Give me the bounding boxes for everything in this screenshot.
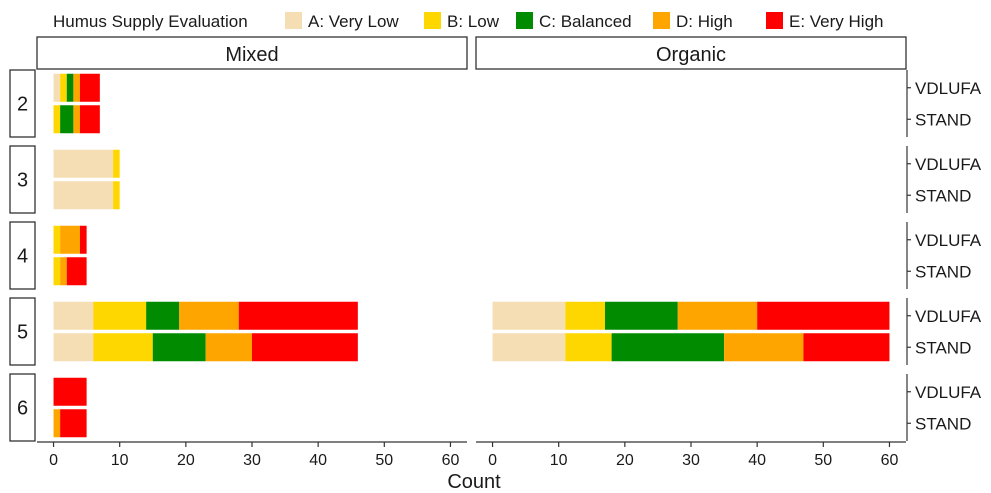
bar-segment — [53, 333, 94, 362]
facet-strip-label: 5 — [17, 322, 28, 344]
bar-segment — [53, 149, 114, 178]
bar-segment — [73, 73, 80, 102]
legend-label: B: Low — [447, 12, 500, 31]
bar-segment — [724, 333, 804, 362]
bar-segment — [113, 149, 120, 178]
y-tick-label: STAND — [915, 414, 971, 433]
bar-segment — [73, 105, 80, 134]
bar-segment — [238, 301, 358, 330]
bar-segment — [565, 301, 605, 330]
legend-key — [285, 12, 302, 29]
bar-segment — [66, 73, 74, 102]
y-tick-label: VDLUFA — [915, 307, 982, 326]
y-tick-label: VDLUFA — [915, 231, 982, 250]
y-tick-label: VDLUFA — [915, 383, 982, 402]
bar-segment — [60, 257, 67, 286]
facet-strips: 2 3 4 5 6 — [9, 69, 36, 442]
x-tick-label: 10 — [111, 452, 129, 469]
y-tick-label: STAND — [915, 338, 971, 357]
x-tick-label: 40 — [309, 452, 327, 469]
panel-strip-label: Organic — [656, 44, 726, 66]
bar-segment — [53, 181, 114, 210]
y-tick-label: VDLUFA — [915, 155, 982, 174]
facet-strip-label: 6 — [17, 398, 28, 420]
panel-strip — [475, 36, 907, 70]
legend: Humus Supply Evaluation A: Very Low B: Low… — [53, 12, 884, 31]
bar-segment — [53, 409, 61, 438]
bar-segment — [60, 225, 80, 254]
bar-segment — [53, 377, 87, 406]
bar-segment — [53, 225, 61, 254]
bar-segment — [205, 333, 252, 362]
x-tick-label: 0 — [49, 452, 58, 469]
axes-layer: VDLUFA STAND VDLUFA STAND VDLUFA STAND VDLUFA S… — [37, 70, 982, 469]
y-tick-label: STAND — [915, 186, 971, 205]
legend-key — [424, 12, 441, 29]
bar-segment — [565, 333, 612, 362]
bar-segment — [803, 333, 890, 362]
bar-segment — [152, 333, 206, 362]
y-tick-label: STAND — [915, 110, 971, 129]
x-tick-label: 0 — [488, 452, 497, 469]
bar-segment — [93, 333, 153, 362]
bar-segment — [60, 409, 87, 438]
x-tick-label: 30 — [243, 452, 261, 469]
bar-segment — [53, 301, 94, 330]
bar-segment — [80, 105, 100, 134]
x-tick-label: 50 — [814, 452, 832, 469]
facet-strip — [9, 145, 36, 214]
panel-strip — [36, 36, 468, 70]
y-tick-label: VDLUFA — [915, 79, 982, 98]
bar-segment — [93, 301, 147, 330]
x-tick-label: 20 — [177, 452, 195, 469]
facet-strip-label: 4 — [17, 246, 28, 268]
bar-segment — [492, 301, 566, 330]
legend-key — [766, 12, 783, 29]
facet-strip-label: 2 — [17, 94, 28, 116]
x-tick-label: 50 — [375, 452, 393, 469]
bar-segment — [252, 333, 358, 362]
bars-layer — [53, 73, 890, 438]
x-tick-label: 40 — [748, 452, 766, 469]
bar-segment — [179, 301, 239, 330]
bar-segment — [605, 301, 678, 330]
panel-strips: Mixed Organic — [36, 36, 907, 70]
bar-segment — [492, 333, 566, 362]
bar-segment — [66, 257, 87, 286]
facet-strip — [9, 69, 36, 138]
bar-segment — [60, 105, 74, 134]
bar-segment — [611, 333, 725, 362]
legend-title: Humus Supply Evaluation — [53, 12, 248, 31]
facet-strip — [9, 221, 36, 290]
panel-strip-label: Mixed — [225, 44, 278, 66]
x-tick-label: 10 — [550, 452, 568, 469]
x-axis-label: Count — [447, 471, 501, 493]
legend-label: C: Balanced — [539, 12, 632, 31]
legend-key — [653, 12, 670, 29]
facet-strip — [9, 297, 36, 366]
legend-label: E: Very High — [789, 12, 884, 31]
bar-segment — [53, 257, 61, 286]
bar-segment — [113, 181, 120, 210]
x-tick-label: 20 — [616, 452, 634, 469]
bar-segment — [60, 73, 67, 102]
bar-segment — [757, 301, 890, 330]
bar-segment — [53, 73, 61, 102]
x-tick-label: 60 — [442, 452, 460, 469]
bar-segment — [80, 225, 87, 254]
y-tick-label: STAND — [915, 262, 971, 281]
bar-segment — [80, 73, 100, 102]
x-tick-label: 30 — [682, 452, 700, 469]
legend-key — [516, 12, 533, 29]
legend-label: A: Very Low — [308, 12, 399, 31]
facet-strip — [9, 373, 36, 442]
facet-strip-label: 3 — [17, 170, 28, 192]
bar-segment — [53, 105, 61, 134]
legend-label: D: High — [676, 12, 733, 31]
bar-segment — [677, 301, 758, 330]
x-tick-label: 60 — [881, 452, 899, 469]
bar-segment — [146, 301, 180, 330]
